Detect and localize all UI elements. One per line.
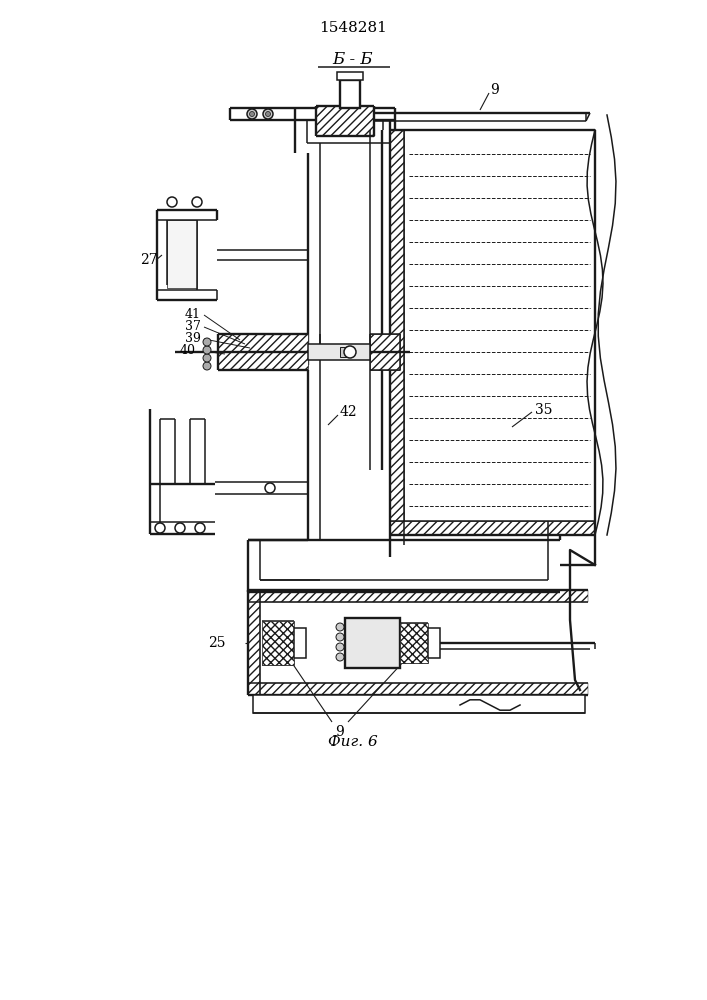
Bar — [400, 623, 428, 663]
Circle shape — [266, 111, 271, 116]
Text: Фиг. 6: Фиг. 6 — [328, 735, 378, 749]
Text: 35: 35 — [535, 403, 552, 417]
Bar — [262, 621, 294, 665]
Circle shape — [336, 633, 344, 641]
Text: 25: 25 — [208, 636, 226, 650]
Circle shape — [155, 523, 165, 533]
Circle shape — [265, 483, 275, 493]
Circle shape — [250, 111, 255, 116]
Polygon shape — [248, 590, 588, 602]
Circle shape — [203, 354, 211, 362]
Polygon shape — [248, 590, 260, 695]
Polygon shape — [248, 683, 588, 695]
Circle shape — [203, 338, 211, 346]
Bar — [428, 628, 440, 658]
Text: 9: 9 — [336, 725, 344, 739]
Circle shape — [344, 346, 356, 358]
Circle shape — [167, 197, 177, 207]
Bar — [308, 344, 370, 360]
Text: 9: 9 — [490, 83, 498, 97]
Bar — [370, 334, 400, 370]
Text: 41: 41 — [185, 308, 201, 320]
Circle shape — [263, 109, 273, 119]
Bar — [340, 347, 352, 357]
Polygon shape — [390, 521, 595, 535]
Circle shape — [203, 362, 211, 370]
Bar — [253, 695, 585, 713]
Circle shape — [203, 346, 211, 354]
Bar — [337, 72, 363, 80]
Text: 1548281: 1548281 — [319, 21, 387, 35]
Bar — [340, 80, 360, 108]
Bar — [316, 106, 374, 136]
Text: 39: 39 — [185, 332, 201, 344]
Text: Б - Б: Б - Б — [333, 51, 373, 68]
Bar — [345, 618, 400, 668]
Bar — [218, 334, 308, 370]
Bar — [167, 220, 197, 288]
Bar — [294, 628, 306, 658]
Circle shape — [336, 623, 344, 631]
Circle shape — [195, 523, 205, 533]
Circle shape — [336, 653, 344, 661]
Polygon shape — [390, 130, 404, 535]
Text: 40: 40 — [180, 344, 196, 357]
Text: 42: 42 — [340, 405, 358, 419]
Circle shape — [336, 643, 344, 651]
Circle shape — [175, 523, 185, 533]
Circle shape — [192, 197, 202, 207]
Text: 37: 37 — [185, 320, 201, 332]
Circle shape — [247, 109, 257, 119]
Text: 27: 27 — [140, 253, 158, 267]
